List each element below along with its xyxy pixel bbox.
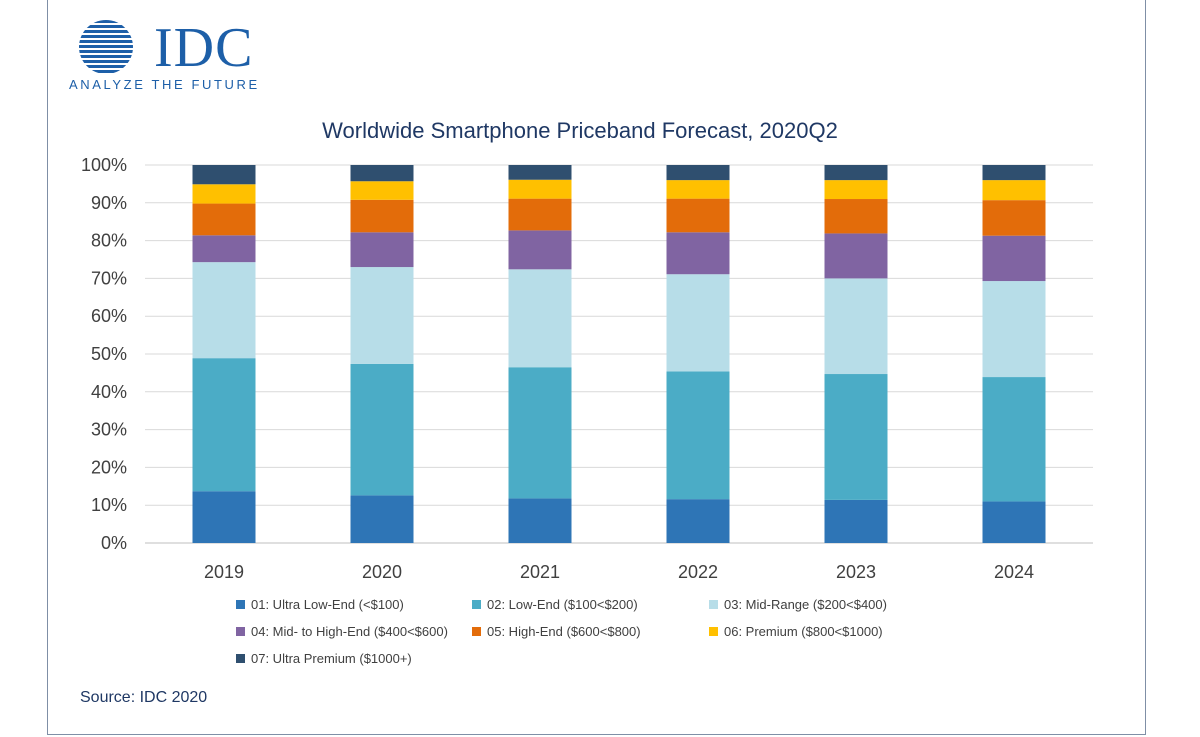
y-tick-label: 70% (91, 268, 127, 288)
legend-item: 01: Ultra Low-End (<$100) (236, 597, 404, 612)
chart-title: Worldwide Smartphone Priceband Forecast,… (322, 118, 838, 143)
bar-segment (350, 181, 414, 200)
bar-segment (192, 184, 256, 204)
bar-segment (508, 269, 572, 368)
legend-swatch (236, 627, 245, 636)
logo-tagline: ANALYZE THE FUTURE (69, 77, 260, 92)
y-tick-label: 90% (91, 193, 127, 213)
bar-segment (982, 377, 1046, 502)
idc-logo: IDC ANALYZE THE FUTURE (66, 18, 266, 98)
chart-plot: 0% 10% 20% 30% 40% 50% 60% 70% 80% 90% 100% 2019 202… (81, 155, 1093, 582)
y-tick-label: 100% (81, 155, 127, 175)
legend-label: 05: High-End ($600<$800) (487, 624, 641, 639)
bar-segment (192, 165, 256, 185)
bar-segment (982, 165, 1046, 181)
legend-swatch (236, 654, 245, 663)
bar-segment (350, 232, 414, 268)
legend-swatch (236, 600, 245, 609)
bar-segment (824, 233, 888, 279)
legend-label: 04: Mid- to High-End ($400<$600) (251, 624, 448, 639)
bar-segment (350, 267, 414, 364)
logo-wordmark: IDC (154, 17, 254, 79)
bar-segment (666, 165, 730, 181)
y-tick-label: 10% (91, 495, 127, 515)
bar-segment (666, 371, 730, 500)
legend-item: 04: Mid- to High-End ($400<$600) (236, 624, 448, 639)
legend-item: 07: Ultra Premium ($1000+) (236, 651, 412, 666)
bar-segment (192, 203, 256, 236)
legend-swatch (709, 627, 718, 636)
bar-segment (350, 199, 414, 233)
legend-swatch (709, 600, 718, 609)
y-tick-label: 0% (101, 533, 127, 553)
bar-segment (824, 199, 888, 234)
globe-icon (79, 20, 133, 73)
legend-swatch (472, 600, 481, 609)
x-tick-label: 2022 (678, 562, 718, 582)
bar-segment (350, 363, 414, 496)
legend-label: 03: Mid-Range ($200<$400) (724, 597, 887, 612)
legend-label: 06: Premium ($800<$1000) (724, 624, 883, 639)
legend-label: 01: Ultra Low-End (<$100) (251, 597, 404, 612)
x-tick-label: 2023 (836, 562, 876, 582)
bar-segment (192, 358, 256, 492)
bar-segment (666, 274, 730, 372)
legend-item: 03: Mid-Range ($200<$400) (709, 597, 887, 612)
legend-item: 05: High-End ($600<$800) (472, 624, 641, 639)
y-tick-label: 20% (91, 457, 127, 477)
bar-segment (508, 165, 572, 180)
x-tick-label: 2021 (520, 562, 560, 582)
bar-segment (508, 198, 572, 231)
bar-segment (350, 495, 414, 543)
bar-segment (666, 232, 730, 275)
bar-segment (666, 180, 730, 199)
bar-segment (824, 165, 888, 181)
bar-segment (666, 198, 730, 233)
bar-segment (508, 367, 572, 499)
source-note: Source: IDC 2020 (80, 689, 208, 706)
bar-segment (982, 235, 1046, 282)
bar-segment (508, 230, 572, 270)
y-tick-label: 80% (91, 231, 127, 251)
bar-segment (982, 281, 1046, 378)
y-tick-label: 50% (91, 344, 127, 364)
bar-segment (666, 499, 730, 543)
legend-item: 02: Low-End ($100<$200) (472, 597, 638, 612)
bar-segment (192, 262, 256, 359)
legend-label: 02: Low-End ($100<$200) (487, 597, 638, 612)
bar-segment (824, 278, 888, 375)
bar-segment (508, 498, 572, 543)
bar-segment (982, 200, 1046, 236)
x-tick-label: 2020 (362, 562, 402, 582)
y-tick-label: 60% (91, 306, 127, 326)
bar-segment (192, 235, 256, 263)
x-tick-label: 2019 (204, 562, 244, 582)
bar-segment (192, 491, 256, 543)
bar-segment (982, 180, 1046, 201)
legend-item: 06: Premium ($800<$1000) (709, 624, 883, 639)
chart-frame (47, 0, 1146, 735)
bar-segment (824, 374, 888, 500)
legend-label: 07: Ultra Premium ($1000+) (251, 651, 412, 666)
bar-segment (824, 180, 888, 200)
y-tick-label: 30% (91, 420, 127, 440)
bar-segment (350, 165, 414, 182)
bar-segment (824, 499, 888, 543)
bar-segment (508, 179, 572, 199)
y-tick-label: 40% (91, 382, 127, 402)
bar-segment (982, 501, 1046, 543)
x-tick-label: 2024 (994, 562, 1034, 582)
legend-swatch (472, 627, 481, 636)
